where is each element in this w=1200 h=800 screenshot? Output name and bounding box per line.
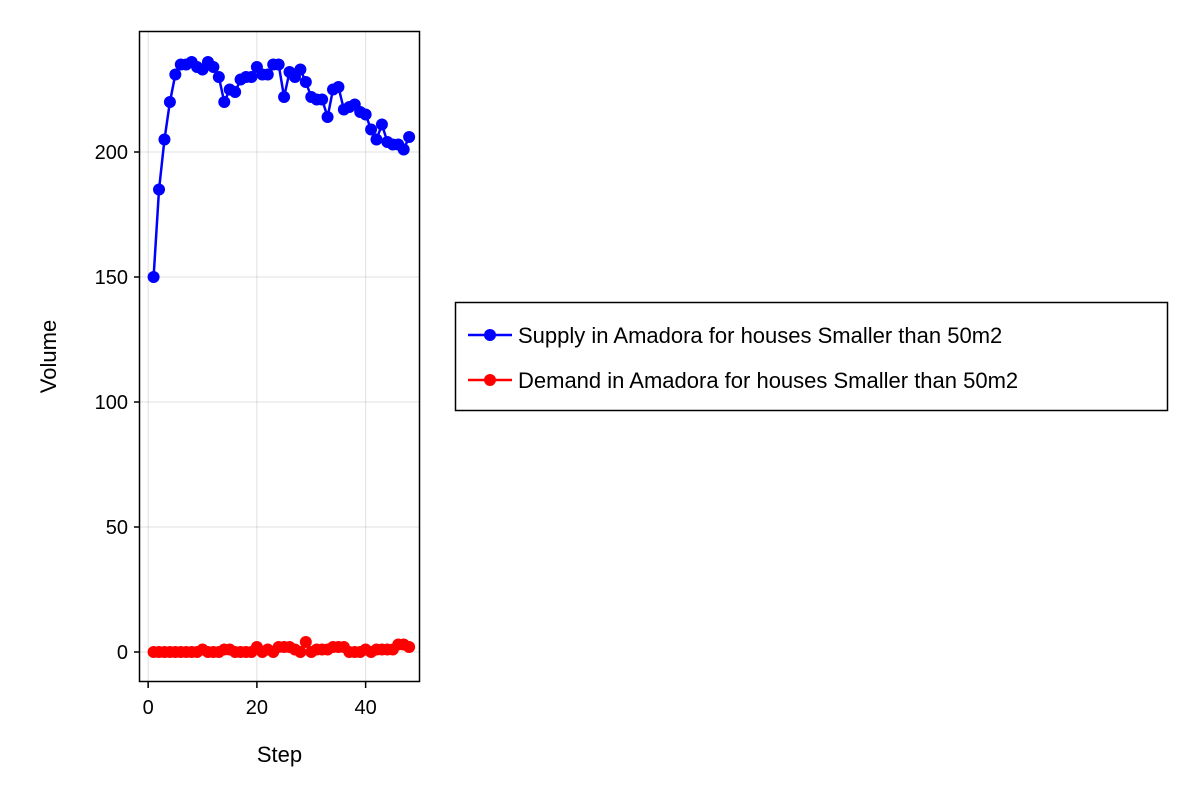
data-point xyxy=(316,93,329,106)
y-tick-label: 0 xyxy=(117,642,128,664)
plot-series xyxy=(147,56,416,658)
data-point xyxy=(403,641,416,653)
plot-frame xyxy=(138,30,421,683)
data-point xyxy=(278,91,291,103)
data-point xyxy=(375,118,388,131)
data-point xyxy=(294,646,307,658)
legend-marker-supply xyxy=(484,329,496,341)
data-point xyxy=(365,123,378,136)
data-point xyxy=(261,68,274,81)
y-tick-label: 50 xyxy=(106,517,128,539)
y-axis-label: Volume xyxy=(36,320,61,393)
data-point xyxy=(153,183,166,196)
data-point xyxy=(272,58,285,71)
legend: Supply in Amadora for houses Smaller tha… xyxy=(454,301,1169,412)
axis-ticks: 0 20 40 0 50 100 150 200 xyxy=(95,142,377,719)
x-tick-label: 40 xyxy=(355,697,377,719)
data-point xyxy=(299,636,312,648)
x-axis-label: Step xyxy=(257,742,302,767)
data-point xyxy=(212,71,225,83)
legend-marker-demand xyxy=(484,374,496,386)
data-point xyxy=(332,81,345,93)
legend-frame xyxy=(454,301,1169,412)
legend-label-demand: Demand in Amadora for houses Smaller tha… xyxy=(518,368,1018,393)
data-point xyxy=(294,63,307,76)
legend-label-supply: Supply in Amadora for houses Smaller tha… xyxy=(518,323,1002,348)
data-point xyxy=(207,61,220,73)
data-point xyxy=(359,108,372,121)
y-tick-label: 150 xyxy=(95,267,128,289)
x-tick-label: 0 xyxy=(143,697,154,719)
data-point xyxy=(147,271,160,283)
data-point xyxy=(370,133,383,146)
y-tick-label: 100 xyxy=(95,392,128,414)
series-0 xyxy=(147,56,416,283)
data-point xyxy=(245,71,258,83)
data-point xyxy=(169,68,182,81)
series-1 xyxy=(147,636,416,658)
data-point xyxy=(218,96,231,108)
x-tick-label: 20 xyxy=(246,697,268,719)
data-point xyxy=(163,96,176,108)
grid-lines xyxy=(140,32,420,682)
data-point xyxy=(397,143,410,156)
data-point xyxy=(299,76,312,88)
data-point xyxy=(403,131,416,143)
data-point xyxy=(229,86,242,98)
data-point xyxy=(158,133,171,146)
data-point xyxy=(321,111,334,123)
y-tick-label: 200 xyxy=(95,142,128,164)
